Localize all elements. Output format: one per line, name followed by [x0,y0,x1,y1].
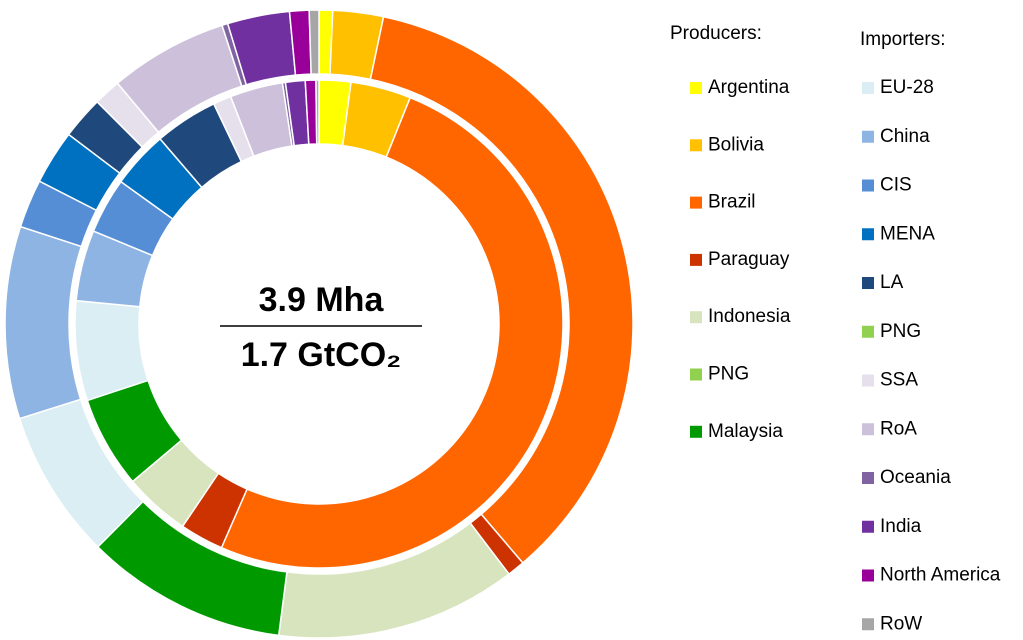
legend-swatch [690,82,702,94]
legend-label: PNG [708,364,749,385]
legend-title: Importers: [860,29,946,50]
legend-label: Indonesia [708,306,791,327]
legend-label: RoA [880,418,917,439]
legend-swatch [690,425,702,438]
legend-swatch [862,277,874,289]
legend-swatch [862,228,874,241]
donut-segment [4,225,83,420]
legend-label: Bolivia [708,134,764,155]
legend-swatch [690,196,702,209]
donut-segment [220,96,564,569]
legend-swatch [862,130,874,143]
legend-label: MENA [880,223,935,244]
legend-title: Producers: [670,23,762,44]
center-top-label: 3.9 Mha [259,281,385,319]
donut-segment [308,9,320,75]
legend-label: Malaysia [708,421,783,442]
legend-label: CIS [880,175,912,196]
legend-label: LA [880,272,904,293]
legend-label: China [880,126,930,147]
legend-label: Brazil [708,192,756,213]
legend-swatch [862,179,874,192]
legend-swatch [690,253,702,266]
legend-label: RoW [880,613,922,634]
legend-label: PNG [880,321,921,342]
legend-label: Argentina [708,77,790,98]
legend-label: EU-28 [880,77,934,98]
donut-segment [369,15,634,564]
center-bottom-label: 1.7 GtCO₂ [241,336,402,374]
legend-swatch [690,311,702,324]
legend-label: Paraguay [708,249,790,270]
donut-segment [315,79,320,145]
legend-label: North America [880,565,1001,586]
legend-swatch [862,423,874,436]
legend-swatch [690,139,702,152]
legend-swatch [862,472,874,484]
legend-swatch [862,569,874,582]
legend-swatch [862,618,874,631]
legend-swatch [862,325,874,338]
legend-swatch [690,368,702,381]
legend-swatch [862,520,874,533]
legend-label: SSA [880,370,918,391]
legend-label: India [880,516,922,537]
legend-label: Oceania [880,467,951,488]
legend-swatch [862,82,874,94]
legend-swatch [862,374,874,387]
